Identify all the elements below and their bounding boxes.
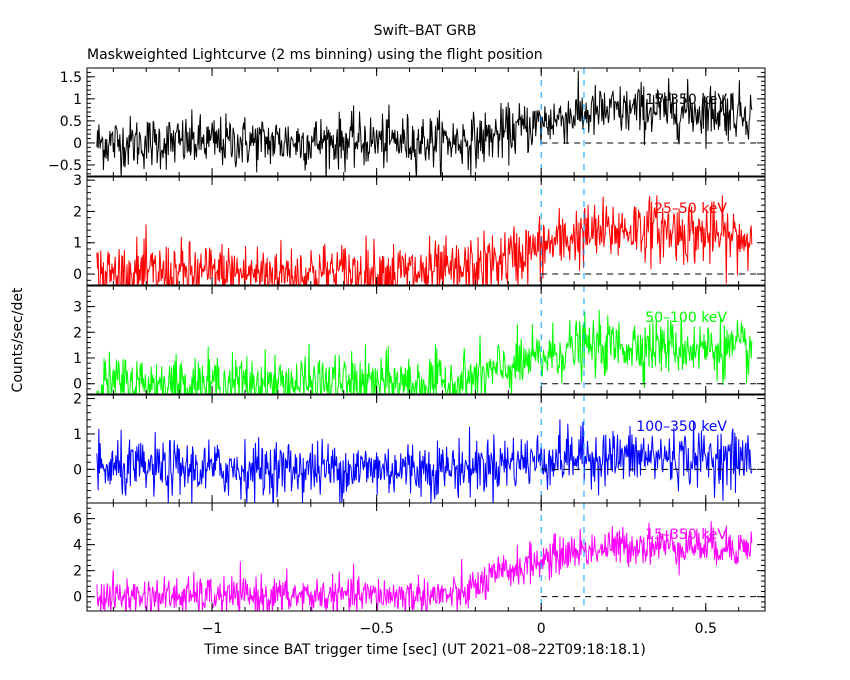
y-tick-label: 1: [73, 236, 82, 252]
y-tick-label: 0: [73, 377, 82, 393]
x-tick-label: −1: [202, 621, 223, 637]
y-axis-label: Counts/sec/det: [10, 287, 26, 392]
x-tick-label: −0.5: [360, 621, 394, 637]
x-axis-label: Time since BAT trigger time [sec] (UT 20…: [203, 642, 646, 658]
lightcurve-series: [96, 195, 753, 285]
band-label: 15–350 keV: [645, 527, 727, 543]
panels-group: −0.5 0 0.5 1 1.5 15–350 keV 0 1 2 3 25–50 keV 0 1 2 3 5…: [48, 67, 766, 637]
band-label: 50–100 keV: [645, 310, 727, 326]
lightcurve-series: [96, 70, 753, 176]
lightcurve-series: [96, 309, 753, 394]
panel-frame: [86, 502, 766, 612]
band-label: 15–350 keV: [645, 92, 727, 108]
y-tick-label: 1.5: [60, 70, 82, 86]
panel-frame: [86, 394, 766, 504]
panel-frame: [86, 67, 766, 177]
chart-title: Swift–BAT GRB: [374, 23, 477, 39]
band-label: 25–50 keV: [654, 201, 727, 217]
x-tick-label: 0.5: [695, 621, 717, 637]
y-tick-label: 4: [73, 538, 82, 554]
panel-5: 0 2 4 6 15–350 keV: [73, 502, 766, 612]
panel-2: 0 1 2 3 25–50 keV: [73, 173, 766, 286]
panel-1: −0.5 0 0.5 1 1.5 15–350 keV: [48, 67, 766, 177]
y-tick-label: 2: [73, 204, 82, 220]
y-tick-label: 1: [73, 92, 82, 108]
panel-frame: [86, 285, 766, 395]
y-tick-label: 3: [73, 173, 82, 189]
lightcurve-series: [96, 419, 753, 503]
y-tick-label: 0.5: [60, 114, 82, 130]
y-tick-label: 0: [73, 267, 82, 283]
chart-subtitle: Maskweighted Lightcurve (2 ms binning) u…: [87, 47, 543, 63]
y-tick-label: 1: [73, 427, 82, 443]
band-label: 100–350 keV: [636, 419, 727, 435]
y-tick-label: 6: [73, 512, 82, 528]
lightcurve-series: [96, 521, 753, 611]
y-tick-label: 1: [73, 351, 82, 367]
panel-frame: [86, 176, 766, 286]
panel-3: 0 1 2 3 50–100 keV: [73, 285, 766, 395]
panel-4: 0 1 2 100–350 keV: [73, 392, 766, 504]
y-tick-label: 2: [73, 564, 82, 580]
y-tick-label: 2: [73, 392, 82, 408]
y-tick-label: 0: [73, 590, 82, 606]
y-tick-label: 2: [73, 325, 82, 341]
y-tick-label: 0: [73, 136, 82, 152]
y-tick-label: 3: [73, 300, 82, 316]
x-tick-label: 0: [537, 621, 546, 637]
y-tick-label: −0.5: [48, 158, 82, 174]
y-tick-label: 0: [73, 462, 82, 478]
